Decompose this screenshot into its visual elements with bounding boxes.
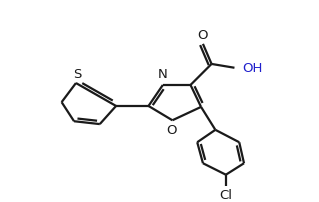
Text: S: S <box>73 68 81 81</box>
Text: O: O <box>166 124 177 137</box>
Text: O: O <box>198 29 208 42</box>
Text: OH: OH <box>242 62 263 75</box>
Text: Cl: Cl <box>219 188 232 201</box>
Text: N: N <box>158 68 168 81</box>
